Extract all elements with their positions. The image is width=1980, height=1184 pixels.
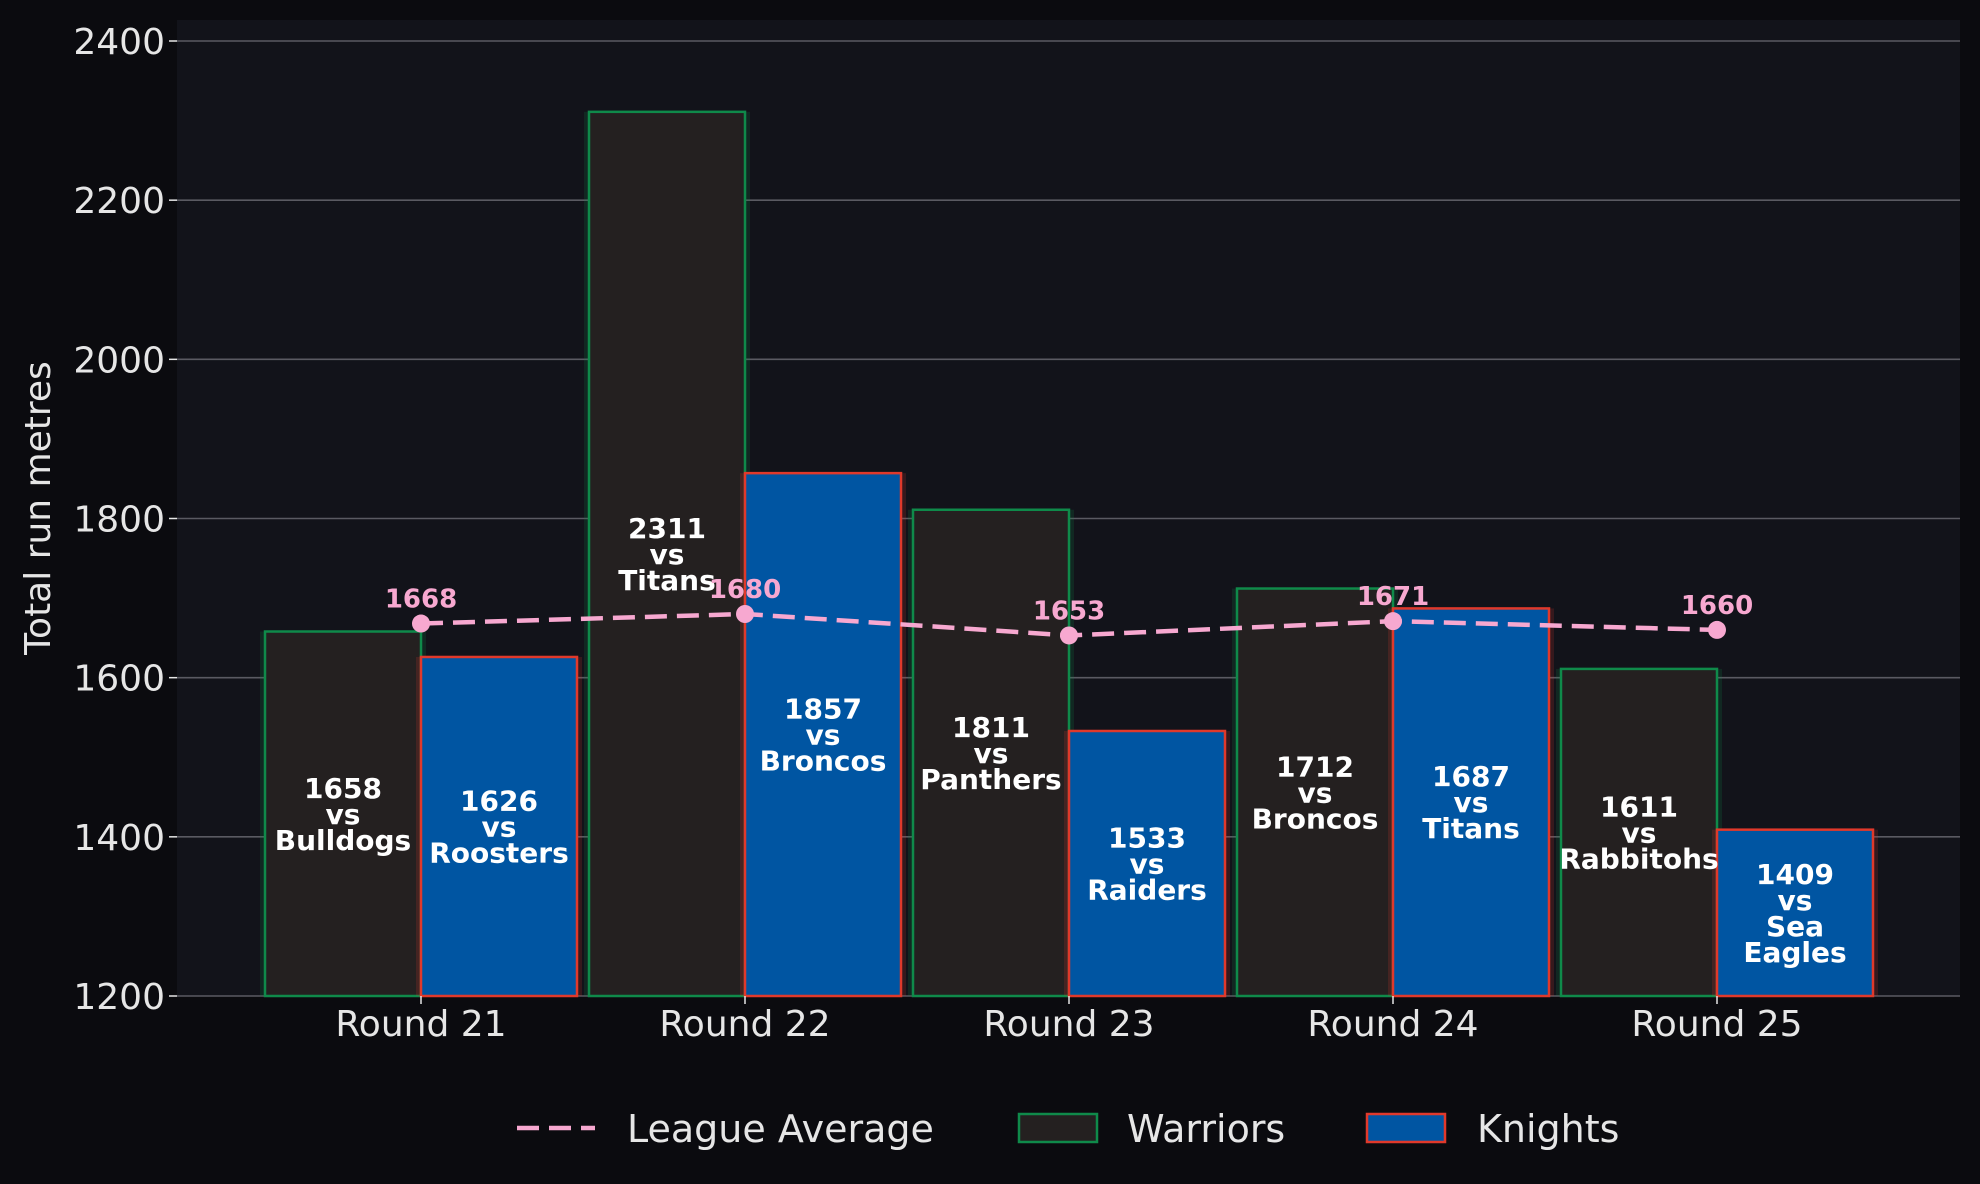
y-tick-label: 2200 — [73, 181, 165, 222]
league-average-line — [412, 605, 1726, 645]
bar-warriors-5 — [1559, 667, 1719, 998]
league-average-label: 1660 — [1681, 591, 1753, 621]
bar-warriors-2 — [587, 110, 747, 998]
league-average-label: 1671 — [1357, 582, 1429, 612]
bar-data-label: 1811 vs Panthers — [920, 711, 1061, 796]
bar-knights-2 — [743, 471, 903, 998]
bar-warriors-1 — [263, 630, 423, 998]
league-average-point — [1060, 626, 1078, 645]
x-tick-label: Round 21 — [335, 1004, 506, 1045]
bar-knights-3 — [1067, 729, 1227, 998]
league-average-point — [736, 605, 754, 623]
league-average-label: 1668 — [385, 585, 457, 615]
bar-data-label: 1857 vs Broncos — [760, 693, 887, 778]
bar-data-label: 1687 vs Titans — [1422, 760, 1520, 845]
league-average-point — [1708, 620, 1726, 639]
y-tick-label: 1800 — [73, 500, 165, 541]
bar-knights-5 — [1715, 828, 1875, 998]
bar-data-label: 1409 vs Sea Eagles — [1743, 858, 1846, 969]
league-average-point — [412, 614, 430, 633]
x-tick-label: Round 24 — [1307, 1004, 1478, 1045]
bar-data-label: 1712 vs Broncos — [1252, 750, 1379, 835]
legend-swatch-warriors — [1017, 1112, 1099, 1144]
x-tick-label: Round 25 — [1631, 1004, 1802, 1045]
bar-data-label: 1611 vs Rabbitohs — [1559, 790, 1718, 875]
bar-knights-1 — [419, 655, 579, 998]
x-tick-label: Round 22 — [659, 1004, 830, 1045]
y-axis-label: Total run metres — [18, 361, 59, 656]
legend-label-league-average: League Average — [627, 1107, 934, 1151]
league-average-point — [1384, 612, 1402, 631]
y-tick-label: 1600 — [73, 659, 165, 700]
legend-label-warriors: Warriors — [1127, 1107, 1285, 1151]
league-average-label: 1680 — [709, 575, 781, 605]
legend-swatch-knights — [1365, 1112, 1447, 1144]
legend: League Average Warriors Knights — [517, 1107, 1619, 1151]
bar-warriors-4 — [1235, 587, 1395, 998]
bar-data-label: 1658 vs Bulldogs — [275, 772, 411, 857]
bar-knights-4 — [1391, 607, 1551, 998]
y-tick-label: 2400 — [73, 22, 165, 63]
bar-warriors-3 — [911, 508, 1071, 998]
bars — [260, 110, 1878, 998]
bar-data-label: 1533 vs Raiders — [1087, 821, 1207, 906]
legend-label-knights: Knights — [1477, 1107, 1619, 1151]
y-tick-label: 1200 — [73, 977, 165, 1018]
y-tick-label: 1400 — [73, 818, 165, 859]
bar-data-label: 2311 vs Titans — [618, 512, 716, 597]
league-average-label: 1653 — [1033, 596, 1105, 626]
y-tick-label: 2000 — [73, 340, 165, 381]
axes: 1200 1400 1600 1800 2000 2200 2400 Round 21 Roun… — [73, 22, 1802, 1045]
bar-data-label: 1626 vs Roosters — [429, 784, 569, 869]
x-tick-label: Round 23 — [983, 1004, 1154, 1045]
